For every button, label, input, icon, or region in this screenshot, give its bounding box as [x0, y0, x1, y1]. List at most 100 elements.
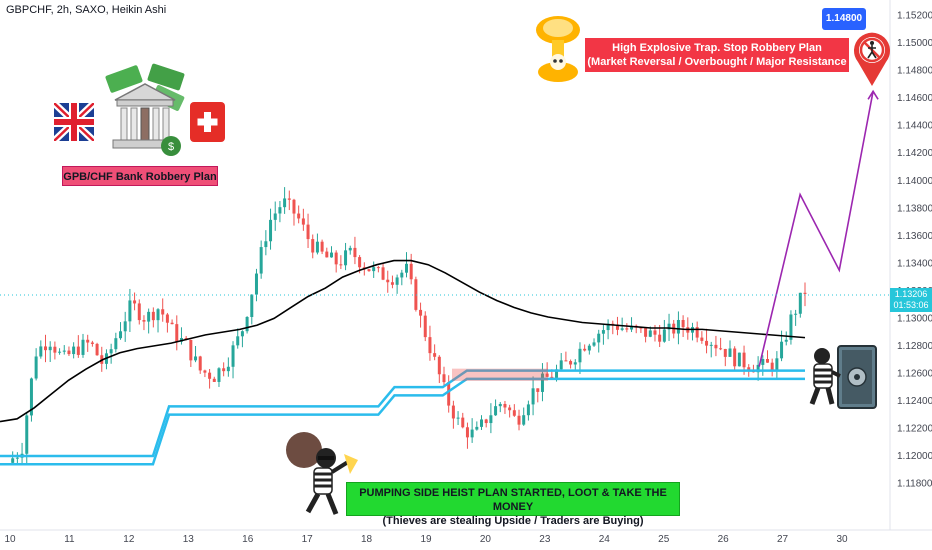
candle-body: [67, 350, 71, 355]
candle-body: [376, 267, 380, 269]
bar-countdown: 01:53:06: [893, 300, 929, 310]
candle-body: [25, 415, 29, 454]
candle-body: [109, 349, 113, 354]
explosion-skull-icon: [536, 16, 580, 82]
bank-money-icon: $: [105, 63, 185, 156]
time-tick-label: 25: [658, 534, 670, 545]
candle-body: [72, 346, 76, 355]
candle-body: [414, 279, 418, 310]
candle-body: [658, 334, 662, 342]
time-tick-label: 20: [480, 534, 492, 545]
price-tick-label: 1.15000: [897, 38, 932, 49]
support-band: [0, 368, 805, 466]
candle-body: [461, 417, 465, 428]
candle-body: [311, 239, 315, 253]
projection-path: [758, 91, 874, 367]
price-axis[interactable]: 1.15200 1.15000 1.14800 1.14600 1.14400 1.142…: [897, 11, 932, 490]
candle-body: [29, 378, 33, 416]
candle-body: [789, 314, 793, 340]
candle-body: [784, 339, 788, 342]
candle-body: [526, 404, 530, 416]
candle-body: [681, 319, 685, 328]
candle-body: [512, 410, 516, 416]
candle-body: [522, 415, 526, 425]
time-tick-label: 17: [302, 534, 314, 545]
candle-body: [170, 322, 174, 325]
candle-body: [259, 247, 263, 274]
candle-body: [719, 348, 723, 350]
band-line: [0, 369, 805, 458]
candle-body: [245, 316, 249, 332]
candle-body: [386, 279, 390, 283]
candle-body: [587, 345, 591, 351]
current-price-tag: 1.13206 01:53:06: [890, 288, 932, 312]
candle-body: [203, 370, 207, 373]
candle-body: [583, 348, 587, 351]
candle-body: [714, 344, 718, 349]
candle-body: [775, 358, 779, 371]
price-tick-label: 1.14000: [897, 176, 932, 187]
candle-body: [625, 328, 629, 330]
time-tick-label: 19: [420, 534, 432, 545]
candle-body: [484, 419, 488, 424]
candle-body: [442, 374, 446, 383]
candle-body: [540, 373, 544, 392]
price-tick-label: 1.12600: [897, 368, 932, 379]
candle-body: [189, 339, 193, 361]
candle-body: [676, 319, 680, 334]
candle-body: [639, 327, 643, 329]
time-tick-label: 10: [4, 534, 16, 545]
candle-body: [175, 324, 179, 342]
time-tick-label: 11: [64, 534, 75, 545]
candle-body: [142, 320, 146, 322]
candle-body: [653, 330, 657, 335]
candle-body: [606, 323, 610, 331]
candle-body: [803, 292, 807, 294]
candle-body: [761, 359, 765, 365]
candle-body: [723, 348, 727, 357]
price-tick-label: 1.11800: [897, 478, 932, 489]
candle-body: [451, 405, 455, 419]
heist-plan-box: PUMPING SIDE HEIST PLAN STARTED, LOOT & …: [346, 482, 680, 527]
candle-body: [508, 407, 512, 411]
candle-body: [137, 303, 141, 321]
candle-body: [198, 356, 202, 371]
candle-body: [428, 337, 432, 354]
candle-body: [156, 309, 160, 321]
candle-body: [58, 351, 62, 353]
candle-body: [353, 247, 357, 258]
time-tick-label: 30: [836, 534, 848, 545]
time-tick-label: 26: [718, 534, 730, 545]
candle-body: [620, 328, 624, 330]
stop-plan-box: High Explosive Trap. Stop Robbery Plan (…: [585, 38, 849, 72]
time-axis[interactable]: 10 11 12 13 16 17 18 19 20 23 24 25 26 27 30: [4, 534, 848, 545]
band-line: [0, 377, 805, 466]
symbol-label[interactable]: GBPCHF, 2h, SAXO, Heikin Ashi: [6, 4, 167, 16]
heist-plan-line2: (Thieves are stealing Upside / Traders a…: [382, 515, 644, 527]
candle-body: [48, 346, 52, 351]
candle-body: [53, 346, 57, 353]
candle-body: [334, 252, 338, 265]
candle-body: [11, 458, 15, 463]
candle-body: [709, 344, 713, 346]
candle-body: [128, 300, 132, 322]
price-tick-label: 1.13800: [897, 203, 932, 214]
candle-body: [217, 368, 221, 382]
candle-body: [339, 264, 343, 266]
candle-body: [264, 241, 268, 248]
candle-body: [489, 415, 493, 424]
candle-body: [470, 429, 474, 438]
candle-body: [212, 378, 216, 382]
moving-average-line: [0, 259, 806, 423]
candle-body: [44, 346, 48, 351]
candle-body: [456, 417, 460, 419]
candle-body: [409, 263, 413, 280]
candle-body: [498, 403, 502, 407]
time-tick-label: 27: [777, 534, 789, 545]
candle-body: [700, 337, 704, 341]
candle-body: [794, 313, 798, 315]
price-tick-label: 1.12200: [897, 423, 932, 434]
candle-body: [226, 366, 230, 372]
candle-body: [372, 267, 376, 272]
